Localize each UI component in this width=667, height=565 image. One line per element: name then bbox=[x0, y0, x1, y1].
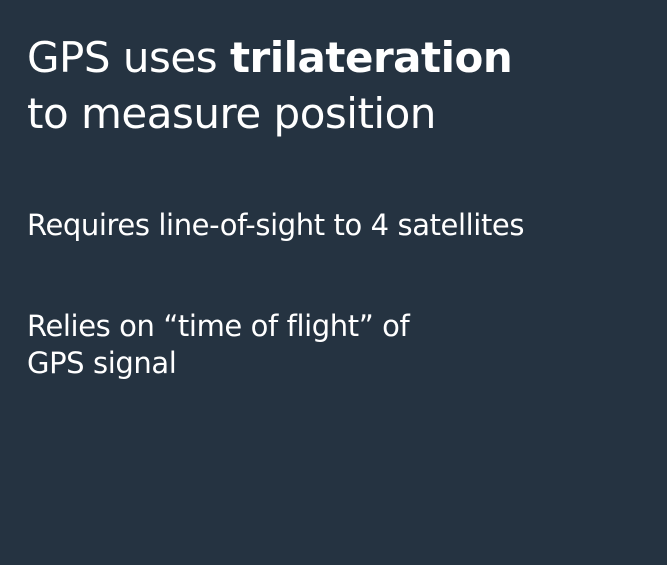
bullet-point-line-1: Relies on “time of flight” of bbox=[27, 309, 410, 343]
title-line-2: to measure position bbox=[27, 89, 436, 138]
bullet-point-text: Requires line-of-sight to 4 satellites bbox=[27, 208, 525, 242]
bullet-point-line-of-sight: Requires line-of-sight to 4 satellites bbox=[27, 207, 524, 244]
bullet-point-line-2: GPS signal bbox=[27, 346, 177, 380]
bullet-point-time-of-flight: Relies on “time of flight” of GPS signal bbox=[27, 308, 410, 382]
title-prefix: GPS uses bbox=[27, 33, 230, 82]
slide-title: GPS uses trilateration to measure positio… bbox=[27, 30, 513, 142]
title-emphasis: trilateration bbox=[229, 33, 513, 82]
